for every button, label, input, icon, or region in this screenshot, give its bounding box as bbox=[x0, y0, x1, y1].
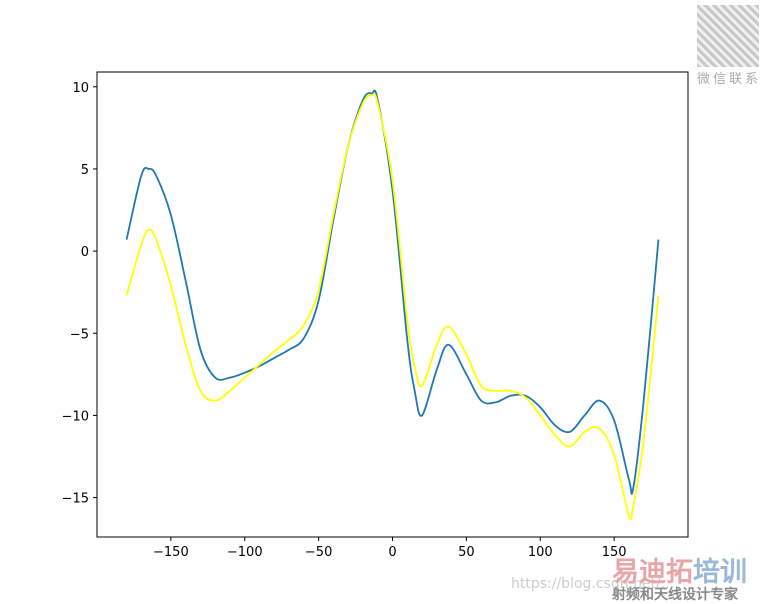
x-tick-label: 50 bbox=[458, 545, 475, 560]
qr-code-watermark bbox=[697, 5, 759, 67]
watermark-tagline: 射频和天线设计专家 bbox=[612, 587, 738, 603]
y-tick-label: 0 bbox=[81, 245, 89, 260]
series-line-1 bbox=[125, 89, 660, 495]
plot-frame bbox=[96, 71, 689, 538]
brand-blue: 培训 bbox=[693, 557, 747, 588]
qr-caption: 微信联系 bbox=[697, 72, 762, 87]
x-tick-label: −50 bbox=[305, 545, 332, 560]
y-tick-label: −10 bbox=[62, 409, 89, 424]
y-tick-label: 5 bbox=[81, 163, 89, 178]
watermark-url: https://blog.csdn.net/... bbox=[511, 576, 675, 592]
watermark-brand: 易迪拓培训 bbox=[612, 550, 747, 589]
x-tick-label: −150 bbox=[153, 545, 189, 560]
y-tick-label: −5 bbox=[70, 327, 89, 342]
x-tick-label: 150 bbox=[602, 545, 627, 560]
x-tick-label: 0 bbox=[388, 545, 396, 560]
y-tick-label: −15 bbox=[62, 492, 89, 507]
brand-red: 易迪拓 bbox=[612, 557, 693, 588]
series-line-2 bbox=[125, 92, 660, 521]
x-tick-label: 100 bbox=[528, 545, 553, 560]
y-tick-label: 10 bbox=[72, 81, 89, 96]
x-tick-label: −100 bbox=[227, 545, 263, 560]
